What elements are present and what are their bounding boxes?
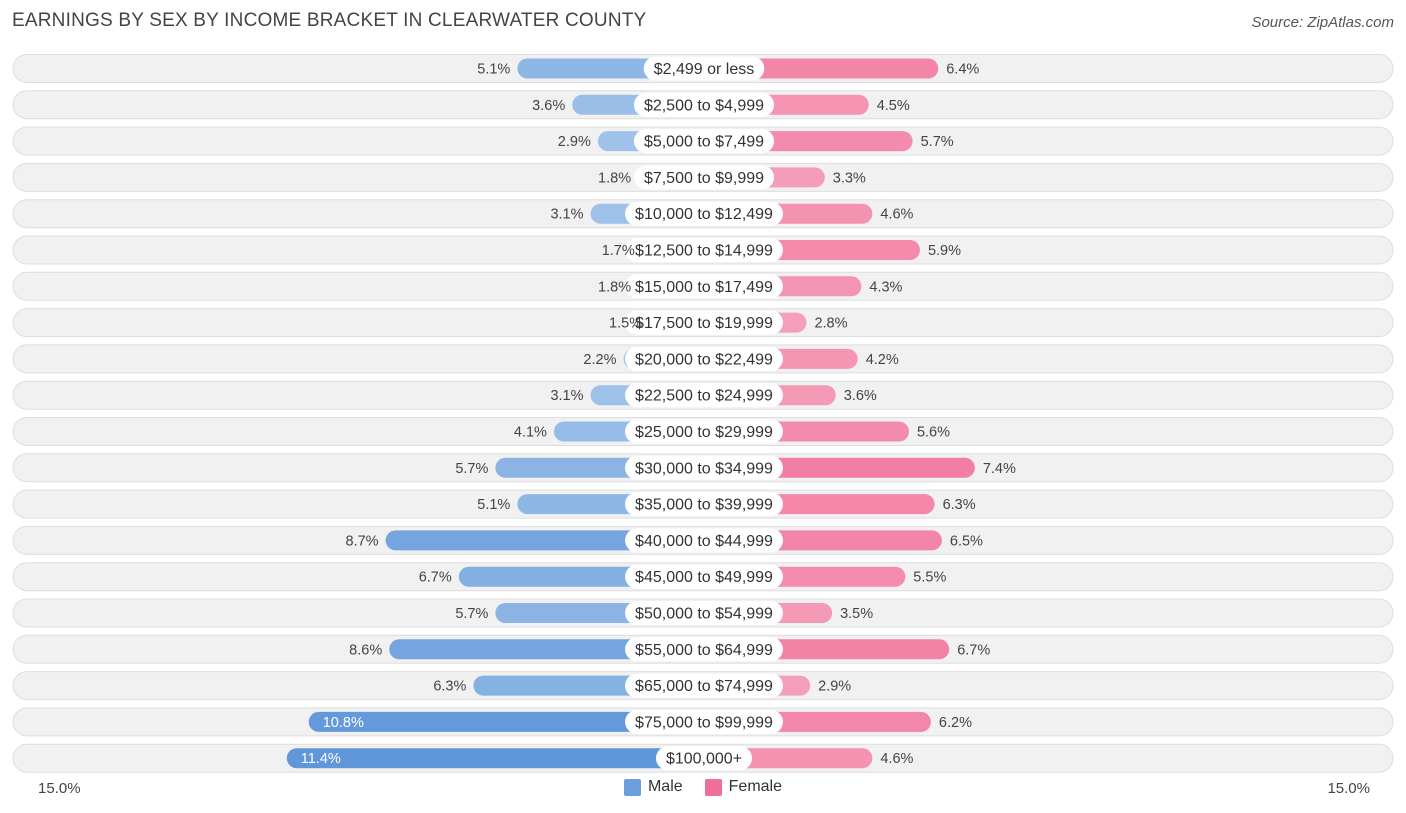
female-value-label: 2.9%	[818, 679, 851, 695]
category-label: $75,000 to $99,999	[635, 714, 773, 731]
male-value-label: 3.1%	[550, 388, 583, 404]
male-value-label: 6.3%	[433, 679, 466, 695]
axis-left-label: 15.0%	[38, 780, 81, 797]
male-value-label: 1.8%	[598, 279, 631, 295]
category-label: $15,000 to $17,499	[635, 279, 773, 296]
legend-label-female: Female	[728, 778, 783, 795]
male-bar	[308, 711, 704, 732]
category-label: $100,000+	[666, 751, 742, 768]
category-label: $50,000 to $54,999	[635, 606, 773, 623]
legend-item-female: Female	[704, 778, 783, 796]
female-value-label: 7.4%	[983, 461, 1016, 477]
male-value-label: 8.7%	[346, 533, 379, 549]
category-label-pill	[625, 528, 783, 553]
male-value-label: 3.6%	[532, 98, 565, 114]
female-value-label: 3.6%	[844, 388, 877, 404]
male-value-label: 10.8%	[323, 715, 364, 731]
category-label: $30,000 to $34,999	[635, 460, 773, 477]
male-value-label: 5.7%	[455, 461, 488, 477]
category-label-pill	[633, 165, 775, 190]
female-value-label: 3.5%	[840, 606, 873, 622]
male-value-label: 6.7%	[419, 570, 452, 586]
male-value-label: 4.1%	[514, 425, 547, 441]
category-label-pill	[625, 637, 783, 662]
category-label-pill	[625, 673, 783, 698]
category-label-pill	[655, 746, 753, 771]
female-value-label: 6.3%	[943, 497, 976, 513]
category-label-pill	[625, 346, 783, 371]
category-label-pill	[625, 709, 783, 734]
category-label-pill	[625, 201, 783, 226]
female-value-label: 4.6%	[880, 751, 913, 767]
female-value-label: 6.7%	[957, 642, 990, 658]
legend-swatch-male	[623, 778, 641, 796]
male-bar	[389, 639, 704, 660]
female-value-label: 4.5%	[877, 98, 910, 114]
category-label: $5,000 to $7,499	[644, 134, 764, 151]
category-label-pill	[643, 56, 765, 81]
category-label-pill	[625, 419, 783, 444]
chart-source: Source: ZipAtlas.com	[1251, 14, 1394, 31]
category-label: $12,500 to $14,999	[635, 243, 773, 260]
female-value-label: 2.8%	[814, 316, 847, 332]
male-value-label: 5.1%	[477, 62, 510, 78]
category-label-pill	[625, 455, 783, 480]
category-label: $20,000 to $22,499	[635, 351, 773, 368]
female-value-label: 6.2%	[939, 715, 972, 731]
category-label-pill	[625, 274, 783, 299]
male-value-label: 8.6%	[349, 642, 382, 658]
legend-item-male: Male	[623, 778, 683, 796]
category-label: $2,500 to $4,999	[644, 97, 764, 114]
female-value-label: 5.5%	[913, 570, 946, 586]
category-label-pill	[633, 129, 775, 154]
male-bar	[286, 748, 704, 769]
category-label: $2,499 or less	[654, 61, 755, 78]
female-value-label: 5.9%	[928, 243, 961, 259]
category-label: $35,000 to $39,999	[635, 497, 773, 514]
legend: Male Female	[0, 778, 1406, 796]
category-label: $55,000 to $64,999	[635, 642, 773, 659]
category-label-pill	[633, 92, 775, 117]
female-value-label: 5.7%	[921, 134, 954, 150]
female-value-label: 4.6%	[880, 207, 913, 223]
female-value-label: 6.4%	[946, 62, 979, 78]
male-value-label: 2.2%	[583, 352, 616, 368]
male-value-label: 1.8%	[598, 170, 631, 186]
male-value-label: 2.9%	[558, 134, 591, 150]
axis-right-label: 15.0%	[1327, 780, 1370, 797]
female-value-label: 5.6%	[917, 425, 950, 441]
category-label-pill	[625, 238, 783, 262]
category-label: $10,000 to $12,499	[635, 206, 773, 223]
category-label-pill	[625, 492, 783, 517]
category-label: $65,000 to $74,999	[635, 678, 773, 695]
legend-label-male: Male	[647, 778, 683, 795]
category-label: $7,500 to $9,999	[644, 170, 764, 187]
legend-swatch-female	[704, 778, 722, 796]
female-value-label: 3.3%	[833, 170, 866, 186]
category-label-pill	[625, 310, 783, 335]
chart-title: EARNINGS BY SEX BY INCOME BRACKET IN CLE…	[12, 10, 647, 31]
male-value-label: 5.7%	[455, 606, 488, 622]
category-label-pill	[625, 564, 783, 589]
category-label: $25,000 to $29,999	[635, 424, 773, 441]
category-label-pill	[625, 383, 783, 408]
male-value-label: 3.1%	[550, 207, 583, 223]
male-bar	[385, 530, 704, 551]
category-label: $45,000 to $49,999	[635, 569, 773, 586]
male-value-label: 1.5%	[609, 316, 642, 332]
male-value-label: 5.1%	[477, 497, 510, 513]
category-label-pill	[625, 601, 783, 625]
female-value-label: 6.5%	[950, 533, 983, 549]
female-value-label: 4.3%	[869, 279, 902, 295]
category-label: $40,000 to $44,999	[635, 533, 773, 550]
category-label: $17,500 to $19,999	[635, 315, 773, 332]
female-value-label: 4.2%	[866, 352, 899, 368]
male-value-label: 11.4%	[301, 751, 341, 767]
male-value-label: 1.7%	[602, 243, 635, 259]
category-label: $22,500 to $24,999	[635, 388, 773, 405]
